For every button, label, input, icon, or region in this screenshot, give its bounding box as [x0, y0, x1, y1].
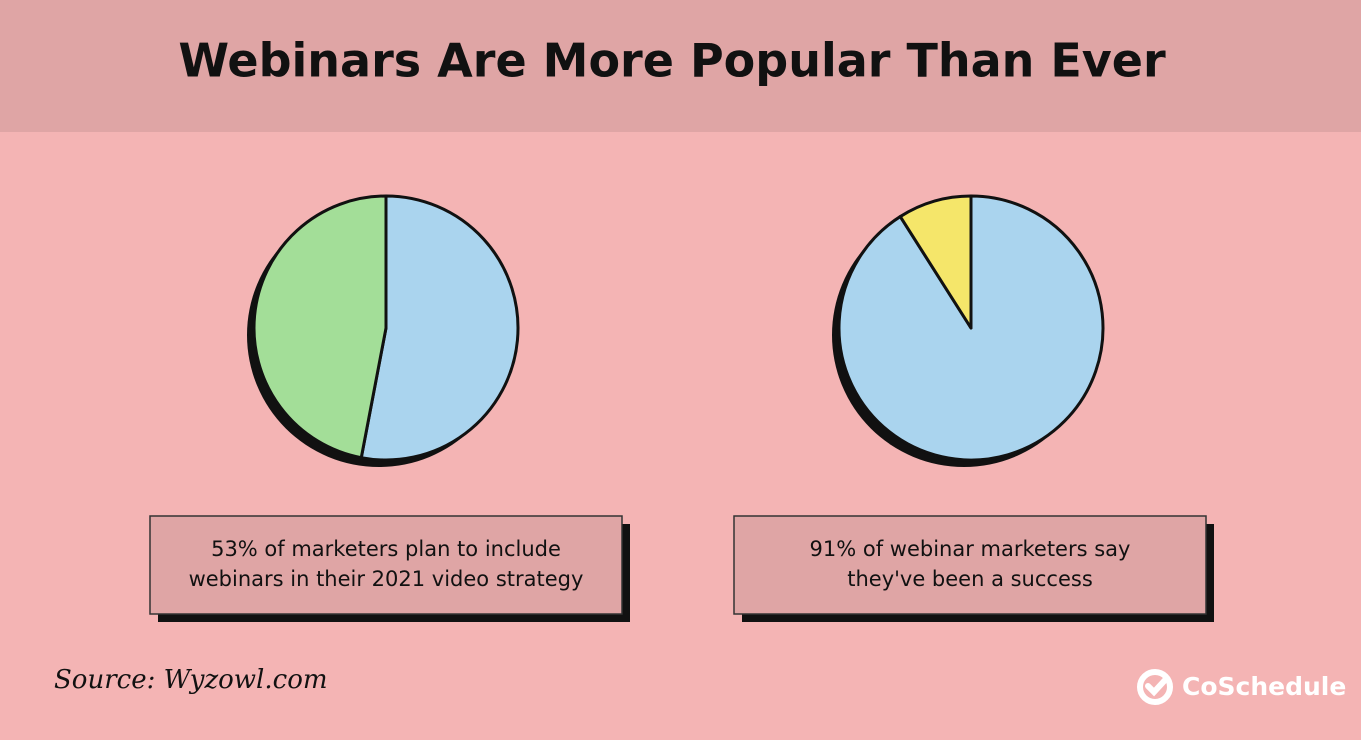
brand-logo: CoSchedule	[1137, 669, 1346, 705]
brand: CoSchedule	[1182, 672, 1346, 701]
header-band	[0, 0, 1361, 132]
source: Source: Wyzowl.com	[54, 665, 328, 695]
caption-line: webinars in their 2021 video strategy	[189, 567, 584, 591]
caption-box	[149, 515, 623, 615]
pie-slice	[359, 194, 520, 462]
caption-box	[733, 515, 1207, 615]
pie-slice	[252, 194, 388, 460]
caption-line: 53% of marketers plan to include	[211, 537, 561, 561]
brand-icon	[1137, 669, 1173, 705]
brand-check	[1145, 676, 1169, 697]
caption-line: 91% of webinar marketers say	[810, 537, 1131, 561]
pie-slice	[837, 194, 1105, 462]
pie-slice	[898, 194, 973, 330]
title: Webinars Are More Popular Than Ever	[178, 34, 1166, 88]
caption-line: they've been a success	[847, 567, 1093, 591]
